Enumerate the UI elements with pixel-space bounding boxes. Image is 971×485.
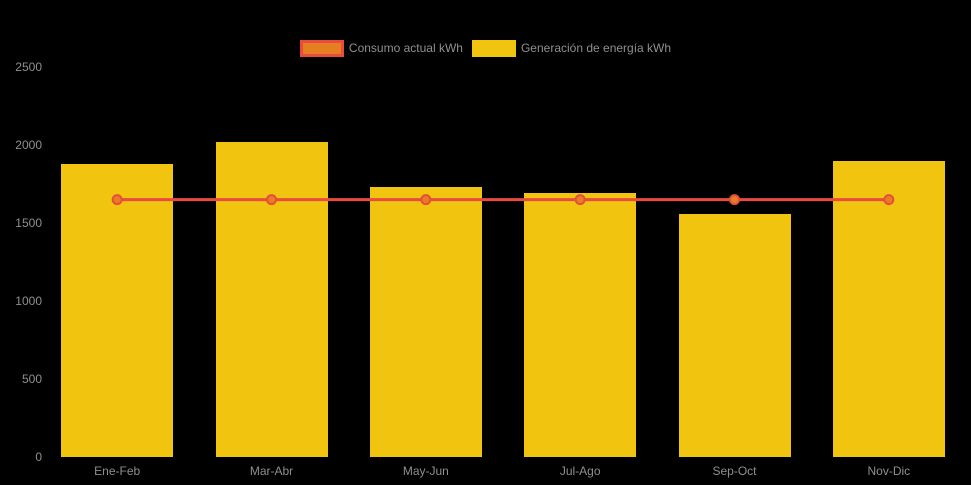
- line-point-ene-feb[interactable]: [111, 194, 123, 206]
- line-point-jul-ago[interactable]: [574, 194, 586, 206]
- line-point-nov-dic[interactable]: [883, 194, 895, 206]
- legend-swatch-generacion: [471, 40, 516, 57]
- x-tick-label-jul-ago: Jul-Ago: [559, 464, 601, 478]
- bar-sep-oct[interactable]: [678, 213, 791, 457]
- bar-nov-dic[interactable]: [832, 160, 945, 457]
- legend: Consumo actual kWh Generación de energía…: [0, 40, 971, 57]
- line-point-may-jun[interactable]: [420, 194, 432, 206]
- legend-item-generacion[interactable]: Generación de energía kWh: [471, 40, 672, 57]
- bars-layer: [40, 67, 966, 457]
- y-tick-label-2500: 2500: [15, 60, 42, 74]
- y-tick-label-1500: 1500: [15, 216, 42, 230]
- y-tick-label-500: 500: [21, 372, 42, 386]
- plot-area[interactable]: [40, 67, 966, 457]
- y-tick-label-1000: 1000: [15, 294, 42, 308]
- y-tick-label-2000: 2000: [15, 138, 42, 152]
- y-tick-label-0: 0: [35, 450, 42, 464]
- x-tick-label-may-jun: May-Jun: [402, 464, 449, 478]
- line-point-mar-abr[interactable]: [266, 194, 277, 206]
- x-tick-label-nov-dic: Nov-Dic: [867, 464, 911, 478]
- bar-jul-ago[interactable]: [524, 193, 637, 457]
- legend-swatch-consumo: [299, 40, 344, 57]
- x-tick-label-sep-oct: Sep-Oct: [712, 464, 757, 478]
- legend-label-consumo: Consumo actual kWh: [348, 41, 463, 55]
- line-series-layer: [111, 194, 895, 206]
- legend-item-consumo-actual[interactable]: Consumo actual kWh: [299, 40, 463, 57]
- bar-ene-feb[interactable]: [61, 163, 174, 457]
- legend-label-generacion: Generación de energía kWh: [520, 41, 672, 55]
- x-axis: Ene-Feb Mar-Abr May-Jun Jul-Ago Sep-Oct Nov-D…: [40, 464, 966, 480]
- x-tick-label-mar-abr: Mar-Abr: [249, 464, 294, 478]
- bar-may-jun[interactable]: [369, 187, 482, 457]
- x-tick-label-ene-feb: Ene-Feb: [94, 464, 141, 478]
- y-axis: 0 500 1000 1500 2000 2500: [0, 60, 42, 464]
- line-point-sep-oct[interactable]: [729, 194, 740, 206]
